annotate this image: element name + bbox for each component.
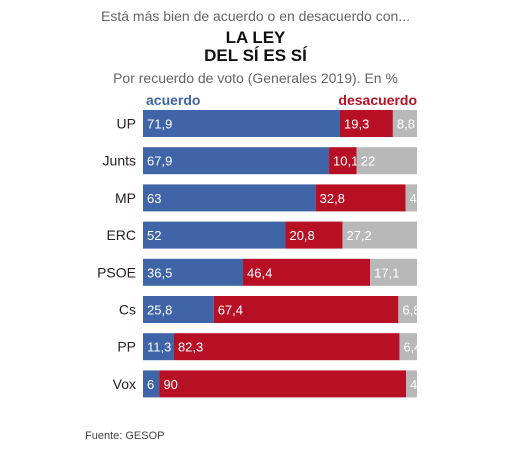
bar-pp-segment-3 [399,333,417,361]
bar-erc-segment-2 [285,221,343,249]
data-label-mp-segment-3: 4,2 [409,191,427,206]
bar-junts-segment-2 [329,147,357,175]
data-label-pp-segment-2: 82,3 [178,340,203,355]
bar-junts-segment-1 [143,147,330,175]
source-note: Fuente: GESOP [85,430,165,442]
data-label-psoe-segment-1: 36,5 [147,265,172,280]
intro-question: Está más bien de acuerdo o en desacuerdo… [101,8,410,24]
category-label-erc: ERC [106,227,136,243]
data-label-erc-segment-3: 27,2 [346,228,371,243]
bar-cs-segment-2 [213,296,399,323]
chart-title-line2: DEL SÍ ES SÍ [204,46,307,65]
data-label-mp-segment-1: 63 [147,191,161,206]
data-label-junts-segment-2: 10,1 [333,154,358,169]
bar-vox-segment-2 [159,370,407,398]
bar-cs-segment-3 [398,296,417,323]
category-label-mp: MP [115,190,136,206]
category-label-cs: Cs [119,302,136,318]
bar-pp-segment-1 [143,333,174,361]
category-label-junts: Junts [103,153,136,169]
data-label-pp-segment-3: 6,4 [403,340,421,355]
data-label-cs-segment-2: 67,4 [218,303,243,318]
chart-title-line1: LA LEY [225,28,286,47]
data-label-up-segment-1: 71,9 [147,117,172,132]
bar-vox-segment-1 [143,370,160,398]
data-label-cs-segment-1: 25,8 [147,303,172,318]
category-label-up: UP [117,116,136,132]
data-label-cs-segment-3: 6,8 [402,303,420,318]
bar-erc-segment-1 [143,221,286,249]
bar-pp-segment-2 [173,333,400,361]
bar-psoe-segment-3 [370,258,417,286]
data-label-vox-segment-2: 90 [163,377,177,392]
data-label-psoe-segment-3: 17,1 [374,265,399,280]
bar-mp-segment-1 [143,184,316,212]
category-label-psoe: PSOE [97,264,136,280]
bar-up-segment-2 [340,110,393,137]
bar-mp-segment-2 [315,184,406,212]
bar-vox-segment-3 [406,370,417,398]
data-label-erc-segment-1: 52 [147,228,161,243]
data-label-pp-segment-1: 11,3 [147,340,171,355]
data-label-up-segment-3: 8,8 [397,117,415,132]
bar-cs-segment-1 [143,296,214,323]
data-label-vox-segment-3: 4 [410,377,417,392]
data-label-junts-segment-1: 67,9 [147,154,172,169]
bar-junts-segment-3 [356,147,417,175]
category-label-pp: PP [117,339,136,355]
legend-disagree: desacuerdo [338,92,417,108]
data-label-psoe-segment-2: 46,4 [247,265,272,280]
chart-subtitle: Por recuerdo de voto (Generales 2019). E… [113,70,398,86]
bar-psoe-segment-2 [243,258,371,286]
data-label-up-segment-2: 19,3 [344,117,369,132]
bar-erc-segment-3 [342,221,417,249]
legend-agree: acuerdo [146,92,201,108]
category-label-vox: Vox [113,376,136,392]
data-label-junts-segment-3: 22 [361,154,375,169]
data-label-erc-segment-2: 20,8 [289,228,314,243]
bar-up-segment-1 [143,110,341,137]
bar-up-segment-3 [392,110,417,137]
bar-psoe-segment-1 [143,258,244,286]
data-label-mp-segment-2: 32,8 [320,191,345,206]
data-label-vox-segment-1: 6 [147,377,154,392]
bar-mp-segment-3 [405,184,417,212]
